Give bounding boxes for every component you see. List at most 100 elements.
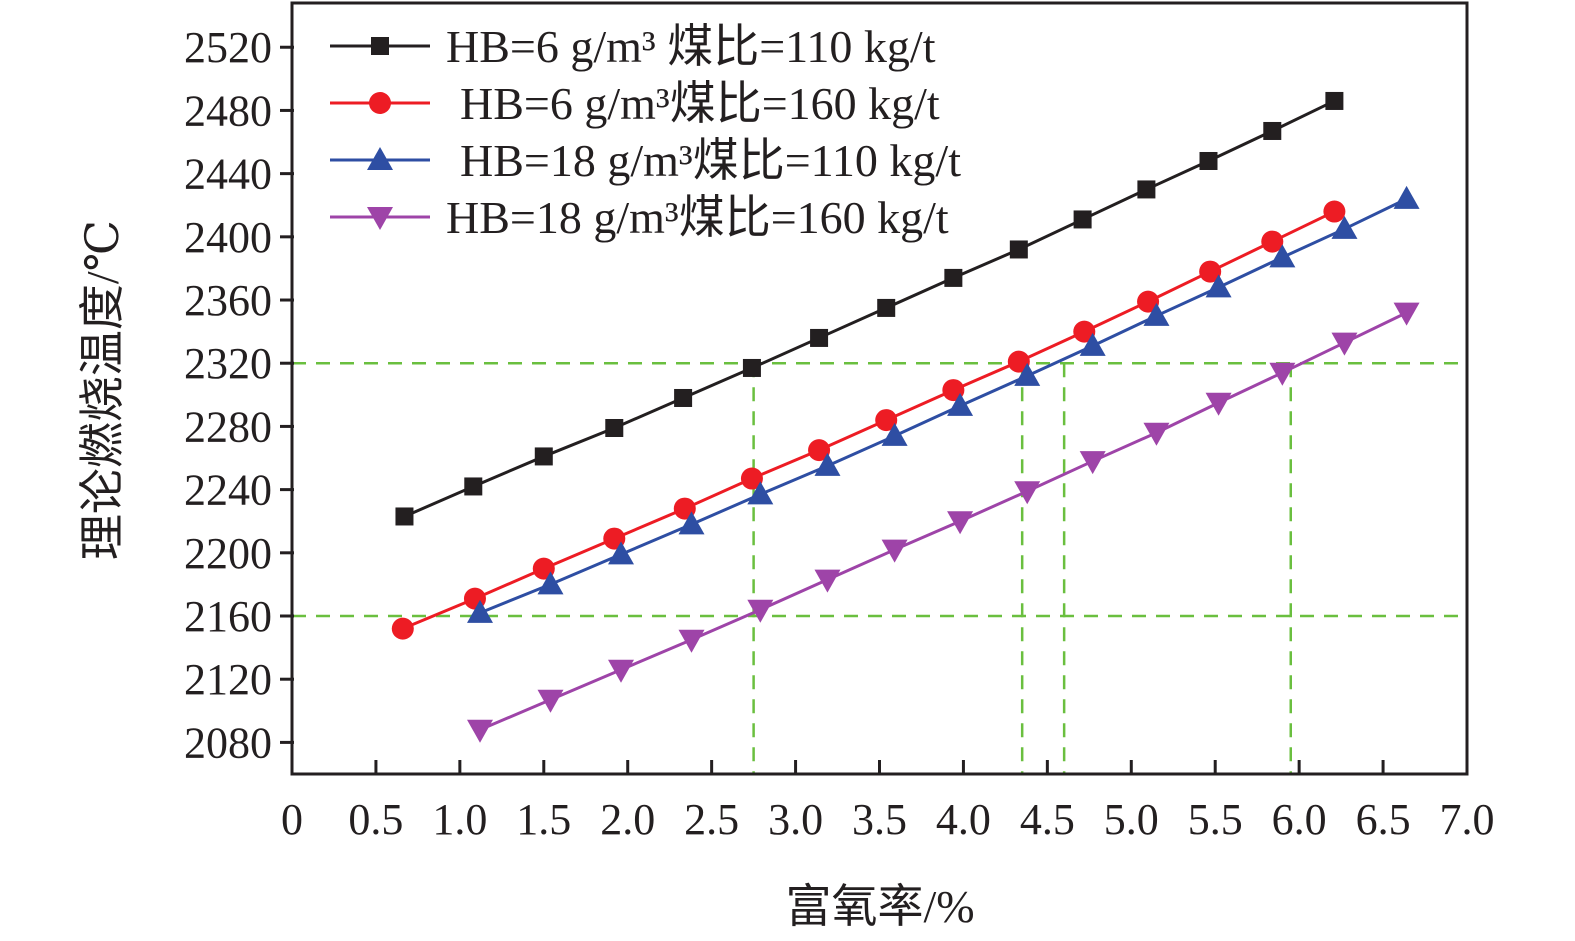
legend-label: HB=18 g/m³煤比=110 kg/t xyxy=(460,135,961,186)
data-point xyxy=(395,507,414,526)
data-point xyxy=(747,599,774,623)
y-tick-label: 2480 xyxy=(184,86,272,135)
data-point xyxy=(814,452,841,476)
series-group xyxy=(391,91,1420,743)
data-point xyxy=(1331,332,1358,356)
data-point xyxy=(877,298,896,317)
data-point xyxy=(1137,290,1160,313)
axis-ticks: 0 0.5 1.0 1.5 2.0 2.5 3.0 3.5 4.0 4.5 5.0 5.5 6.0 6.5… xyxy=(184,23,1495,844)
data-point xyxy=(1205,392,1232,416)
data-point xyxy=(1014,481,1041,505)
x-tick-label: 0 xyxy=(281,795,303,844)
data-point xyxy=(678,511,705,535)
data-point xyxy=(1331,215,1358,239)
data-point xyxy=(537,571,564,595)
y-tick-label: 2160 xyxy=(184,592,272,641)
legend-marker xyxy=(369,92,391,114)
data-point xyxy=(881,422,908,446)
data-point xyxy=(678,629,705,653)
data-point xyxy=(810,328,829,347)
x-tick-label: 2.0 xyxy=(600,795,655,844)
y-tick-label: 2080 xyxy=(184,718,272,767)
x-tick-label: 7.0 xyxy=(1440,795,1495,844)
series-2 xyxy=(391,200,1346,640)
data-point xyxy=(1073,320,1096,343)
x-tick-label: 6.5 xyxy=(1356,795,1411,844)
x-tick-label: 1.0 xyxy=(432,795,487,844)
data-point xyxy=(674,388,693,407)
x-tick-label: 3.0 xyxy=(768,795,823,844)
y-tick-label: 2440 xyxy=(184,150,272,199)
data-point xyxy=(808,439,831,462)
legend-entry-4: HB=18 g/m³煤比=160 kg/t xyxy=(330,192,949,243)
data-point xyxy=(1079,332,1106,356)
data-point xyxy=(1014,362,1041,386)
data-point xyxy=(464,477,483,496)
data-point xyxy=(740,467,763,490)
data-point xyxy=(747,481,774,505)
x-tick-label: 1.5 xyxy=(516,795,571,844)
data-point xyxy=(537,689,564,713)
data-point xyxy=(1261,230,1284,253)
y-tick-label: 2360 xyxy=(184,276,272,325)
data-point xyxy=(1079,451,1106,475)
y-tick-label: 2200 xyxy=(184,529,272,578)
y-tick-label: 2320 xyxy=(184,339,272,388)
data-point xyxy=(1199,260,1222,283)
y-tick-label: 2280 xyxy=(184,402,272,451)
series-4 xyxy=(467,302,1420,743)
data-point xyxy=(742,358,761,377)
data-point xyxy=(608,659,634,683)
data-point xyxy=(534,447,553,466)
series-3 xyxy=(467,185,1420,623)
data-point xyxy=(1393,302,1420,326)
legend-label: HB=6 g/m³煤比=160 kg/t xyxy=(460,78,940,129)
legend-marker xyxy=(367,207,393,230)
series-1 xyxy=(395,91,1344,526)
legend: HB=6 g/m³ 煤比=110 kg/t HB=6 g/m³煤比=160 kg/… xyxy=(330,21,961,243)
data-point xyxy=(1199,151,1218,170)
y-tick-label: 2240 xyxy=(184,466,272,515)
data-point xyxy=(1325,91,1344,110)
x-tick-label: 6.0 xyxy=(1272,795,1327,844)
y-tick-label: 2400 xyxy=(184,213,272,262)
data-point xyxy=(1269,244,1296,268)
data-point xyxy=(814,569,841,593)
legend-label: HB=18 g/m³煤比=160 kg/t xyxy=(446,192,949,243)
data-point xyxy=(391,617,414,640)
x-axis-label: 富氧率/% xyxy=(785,881,974,932)
y-tick-label: 2120 xyxy=(184,655,272,704)
x-tick-label: 2.5 xyxy=(684,795,739,844)
data-point xyxy=(881,539,908,563)
data-point xyxy=(608,541,634,565)
data-point xyxy=(1009,240,1028,259)
legend-entry-2: HB=6 g/m³煤比=160 kg/t xyxy=(330,78,940,129)
legend-label: HB=6 g/m³ 煤比=110 kg/t xyxy=(446,21,936,72)
data-point xyxy=(1323,200,1346,223)
data-point xyxy=(1143,302,1170,326)
data-point xyxy=(1263,121,1282,140)
data-point xyxy=(875,409,898,432)
x-tick-label: 0.5 xyxy=(348,795,403,844)
x-tick-label: 3.5 xyxy=(852,795,907,844)
data-point xyxy=(1269,362,1296,386)
legend-marker xyxy=(371,37,389,55)
x-tick-label: 4.5 xyxy=(1020,795,1075,844)
data-point xyxy=(467,719,493,743)
x-tick-label: 5.5 xyxy=(1188,795,1243,844)
data-point xyxy=(467,599,493,623)
y-axis-label: 理论燃烧温度/℃ xyxy=(77,220,128,560)
legend-marker xyxy=(367,147,393,170)
data-point xyxy=(1393,185,1420,209)
x-tick-label: 5.0 xyxy=(1104,795,1159,844)
data-point xyxy=(1143,422,1170,446)
data-point xyxy=(947,392,974,416)
data-point xyxy=(944,268,963,287)
legend-entry-1: HB=6 g/m³ 煤比=110 kg/t xyxy=(330,21,936,72)
data-point xyxy=(947,511,974,535)
data-point xyxy=(1137,180,1156,199)
data-point xyxy=(605,418,624,437)
data-point xyxy=(1073,210,1092,229)
y-tick-label: 2520 xyxy=(184,23,272,72)
